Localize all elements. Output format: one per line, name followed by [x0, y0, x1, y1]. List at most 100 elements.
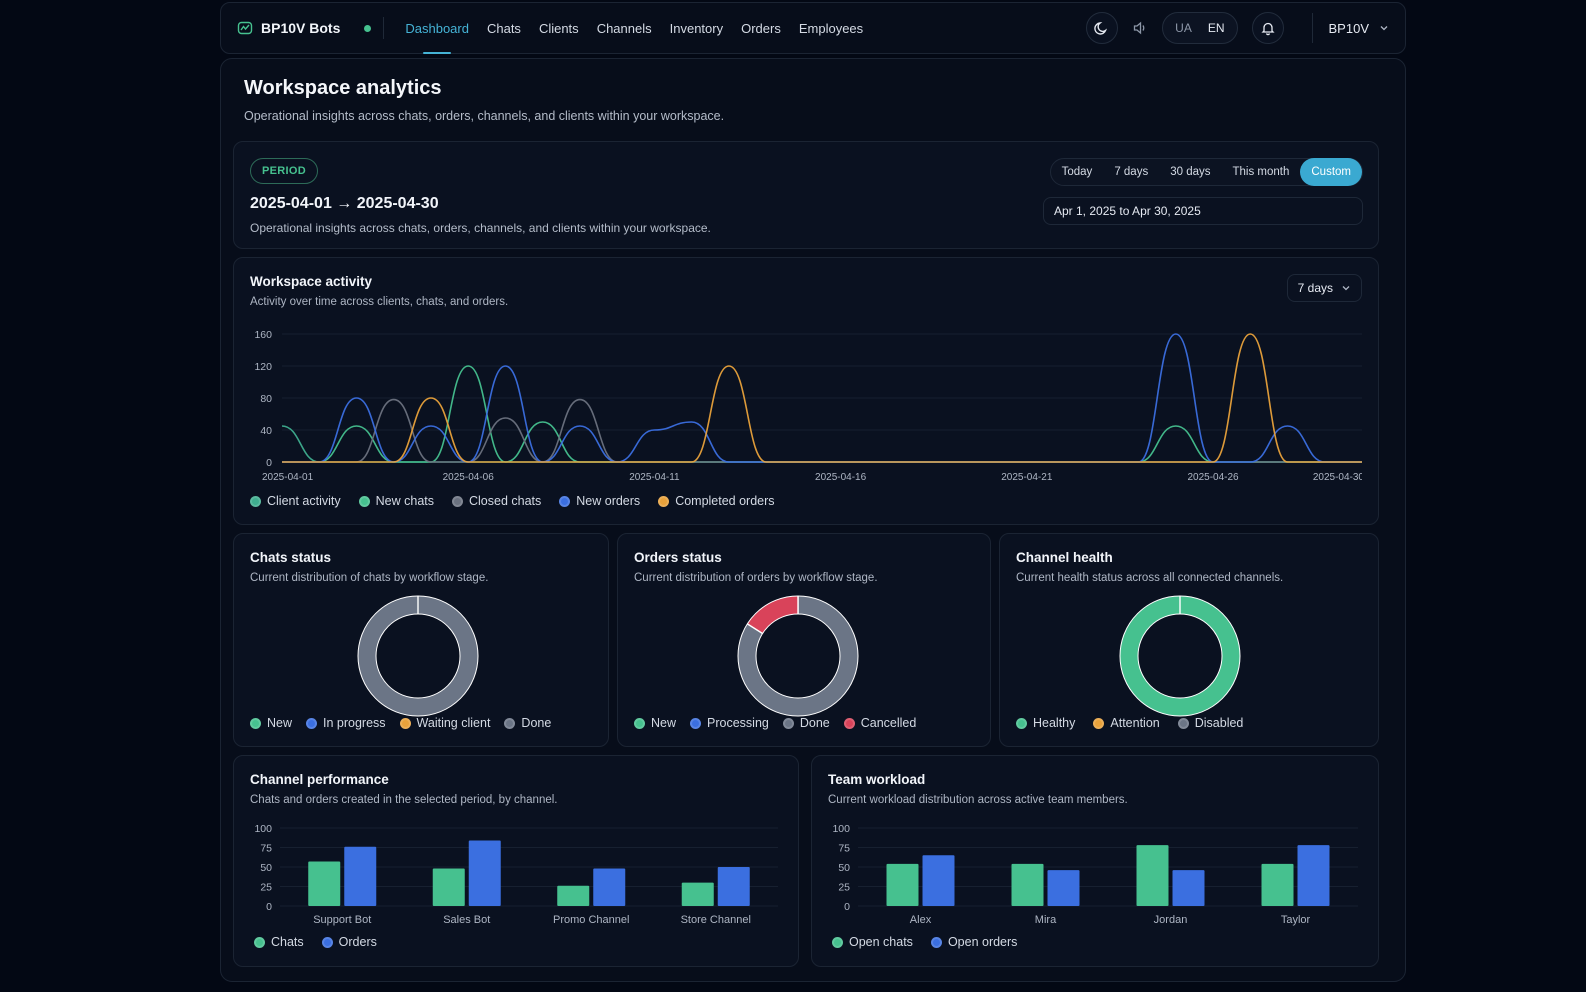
nav-inventory[interactable]: Inventory	[669, 20, 724, 36]
legend-label: Healthy	[1033, 716, 1076, 730]
x-tick-label: Promo Channel	[553, 914, 629, 926]
nav-clients[interactable]: Clients	[538, 20, 579, 36]
header-tools: UA EN BP10V	[1086, 12, 1389, 44]
legend-dot	[559, 495, 571, 507]
activity-range-dropdown[interactable]: 7 days	[1286, 274, 1362, 302]
notifications-button[interactable]	[1251, 12, 1284, 44]
legend-dot	[358, 495, 370, 507]
legend-dot	[690, 717, 702, 729]
legend-label: Processing	[707, 716, 769, 730]
x-tick-label: Taylor	[1281, 914, 1311, 926]
activity-line-chart: 0 40 80 120 160 2025-04-01 2025-04-06 2025-04-1…	[254, 329, 1362, 483]
legend-dot	[1177, 717, 1189, 729]
bar-open-orders-mira	[1047, 870, 1080, 906]
date-range-input[interactable]: Apr 1, 2025 to Apr 30, 2025	[1043, 197, 1363, 225]
bar-open-chats-mira	[1011, 863, 1044, 906]
legend-item-done[interactable]: Done	[504, 716, 551, 730]
legend-item-open-orders[interactable]: Open orders	[930, 935, 1017, 949]
x-tick-label: 2025-04-16	[815, 472, 867, 483]
brand[interactable]: BP10V Bots	[237, 20, 340, 36]
language-switch: UA EN	[1162, 12, 1238, 44]
main-nav: Dashboard Chats Clients Channels Invento…	[396, 2, 872, 54]
team-workload-legend: Open chats Open orders	[832, 935, 1017, 949]
legend-item-new-chats[interactable]: New chats	[358, 494, 434, 508]
preset-custom[interactable]: Custom	[1300, 158, 1362, 186]
legend-item-closed-chats[interactable]: Closed chats	[452, 494, 541, 508]
y-tick-label: 0	[844, 901, 850, 913]
app-frame: BP10V Bots Dashboard Chats Clients Chann…	[220, 2, 1406, 982]
legend-item-chats[interactable]: Chats	[254, 935, 304, 949]
legend-item-new[interactable]: New	[634, 716, 676, 730]
legend-item-done[interactable]: Done	[782, 716, 830, 730]
bar-open-chats-taylor	[1261, 863, 1294, 906]
slice-cancelled	[747, 596, 799, 634]
legend-dot	[452, 495, 463, 507]
channel-health-subtitle: Current health status across all connect…	[1016, 572, 1284, 584]
range-from: 2025-04-01	[250, 195, 332, 212]
legend-label: New	[267, 716, 293, 730]
x-tick-label: 2025-04-30	[1313, 472, 1362, 483]
legend-item-waiting-client[interactable]: Waiting client	[399, 716, 491, 730]
legend-item-orders[interactable]: Orders	[321, 935, 377, 949]
legend-item-in-progress[interactable]: In progress	[306, 716, 386, 730]
legend-item-client-activity[interactable]: Client activity	[250, 494, 341, 508]
y-tick-label: 0	[266, 901, 272, 913]
lang-ua[interactable]: UA	[1175, 21, 1192, 35]
legend-dot	[658, 495, 670, 507]
workspace-activity-card: Workspace activity Activity over time ac…	[233, 257, 1379, 525]
preset-today[interactable]: Today	[1061, 166, 1093, 178]
legend-item-attention[interactable]: Attention	[1093, 716, 1160, 730]
donut-inner-ring	[1137, 613, 1223, 699]
legend-item-new-orders[interactable]: New orders	[559, 494, 640, 508]
y-tick-label: 75	[260, 843, 272, 855]
arrow-right-icon: →	[336, 195, 353, 212]
legend-item-healthy[interactable]: Healthy	[1016, 716, 1075, 730]
activity-legend: Client activity New chats Closed chats New …	[250, 494, 775, 508]
preset-7-days[interactable]: 7 days	[1114, 166, 1149, 178]
orders-status-subtitle: Current distribution of orders by workfl…	[634, 572, 878, 584]
legend-label: Orders	[338, 935, 377, 949]
legend-dot	[250, 495, 261, 507]
theme-toggle-button[interactable]	[1086, 12, 1119, 44]
slice-done	[358, 596, 478, 716]
legend-label: Open chats	[849, 935, 913, 949]
bell-icon	[1260, 22, 1275, 36]
bar-orders-promo-channel	[593, 868, 626, 906]
lang-en[interactable]: EN	[1207, 21, 1225, 35]
x-tick-label: 2025-04-21	[1001, 472, 1053, 483]
legend-item-open-chats[interactable]: Open chats	[832, 935, 913, 949]
x-tick-label: Store Channel	[681, 914, 751, 926]
channel-performance-title: Channel performance	[250, 772, 389, 787]
user-menu[interactable]: BP10V	[1311, 13, 1389, 43]
sound-toggle-button[interactable]	[1126, 14, 1154, 42]
nav-orders[interactable]: Orders	[741, 20, 781, 36]
nav-employees[interactable]: Employees	[798, 20, 864, 36]
legend-item-cancelled[interactable]: Cancelled	[843, 716, 916, 730]
legend-label: Waiting client	[416, 716, 491, 730]
preset-this-month[interactable]: This month	[1232, 166, 1290, 178]
bar-chats-store-channel	[681, 882, 714, 906]
nav-channels[interactable]: Channels	[596, 20, 652, 36]
x-tick-label: 2025-04-11	[629, 472, 680, 483]
bar-open-orders-taylor	[1297, 845, 1330, 906]
legend-item-completed-orders[interactable]: Completed orders	[658, 494, 775, 508]
legend-label: New	[651, 716, 677, 730]
page-subtitle: Operational insights across chats, order…	[244, 109, 725, 123]
channel-health-donut	[1119, 595, 1241, 717]
legend-dot	[504, 717, 516, 729]
legend-label: Chats	[271, 935, 304, 949]
team-workload-bar-chart: 0 25 50 75 100 Alex Mira Jordan Taylor	[832, 823, 1358, 926]
legend-dot	[930, 936, 942, 948]
legend-item-processing[interactable]: Processing	[690, 716, 769, 730]
preset-30-days[interactable]: 30 days	[1170, 166, 1211, 178]
legend-item-new[interactable]: New	[250, 716, 292, 730]
nav-dashboard[interactable]: Dashboard	[396, 2, 478, 54]
legend-dot	[782, 717, 794, 729]
legend-dot	[1093, 717, 1105, 729]
x-tick-label: 2025-04-06	[443, 472, 495, 483]
y-tick-label: 160	[254, 329, 272, 341]
y-tick-label: 25	[838, 882, 850, 894]
legend-item-disabled[interactable]: Disabled	[1177, 716, 1243, 730]
legend-dot	[254, 936, 265, 948]
nav-chats[interactable]: Chats	[486, 20, 521, 36]
